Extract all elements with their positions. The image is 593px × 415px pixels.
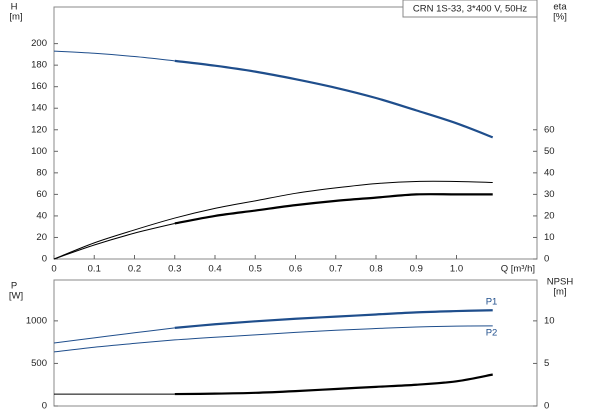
curve-label: P2: [486, 327, 498, 338]
y2-tick-label: 40: [544, 167, 555, 178]
x-tick-label: 0: [51, 264, 56, 275]
y2-tick-label: 0: [544, 254, 549, 265]
x-tick-label: 0.1: [88, 264, 101, 275]
y2-tick-label: 60: [544, 124, 555, 135]
y2-axis-label: eta: [553, 2, 567, 13]
y-tick-label: 500: [31, 358, 47, 369]
y-tick-label: 40: [36, 210, 47, 221]
y2-axis-unit: [m]: [553, 287, 566, 298]
curve: [174, 59, 494, 139]
y-tick-label: 160: [31, 81, 47, 92]
y2-tick-label: 10: [544, 315, 555, 326]
x-tick-label: 0.7: [329, 264, 342, 275]
y-axis-label: H: [11, 2, 18, 13]
curve: [53, 325, 493, 353]
x-tick-label: 0.2: [128, 264, 141, 275]
y-tick-label: 100: [31, 146, 47, 157]
x-tick-label: 0.6: [289, 264, 302, 275]
y-tick-label: 0: [42, 254, 47, 265]
title-box: [402, 0, 538, 18]
y2-tick-label: 0: [544, 401, 549, 412]
y2-tick-label: 30: [544, 189, 555, 200]
y-tick-label: 0: [42, 401, 47, 412]
y2-axis-unit: [%]: [553, 12, 567, 23]
x-axis-label: Q [m³/h]: [501, 264, 535, 275]
y-tick-label: 120: [31, 124, 47, 135]
x-tick-label: 0.9: [410, 264, 423, 275]
y2-tick-label: 50: [544, 146, 555, 157]
y-tick-label: 200: [31, 38, 47, 49]
y-tick-label: 80: [36, 167, 47, 178]
plot-frame: [53, 279, 538, 407]
x-tick-label: 0.3: [168, 264, 181, 275]
curve: [53, 327, 175, 344]
chart-title: CRN 1S-33, 3*400 V, 50Hz: [413, 4, 527, 15]
y-tick-label: 180: [31, 60, 47, 71]
y2-axis-label: NPSH: [547, 277, 574, 288]
y2-tick-label: 10: [544, 232, 555, 243]
curve: [174, 193, 493, 225]
x-tick-label: 1.0: [450, 264, 463, 275]
curve: [53, 180, 493, 260]
curve: [53, 50, 175, 62]
y-tick-label: 20: [36, 232, 47, 243]
y2-tick-label: 5: [544, 358, 549, 369]
y2-tick-label: 20: [544, 210, 555, 221]
plot-frame: [53, 6, 538, 260]
curve: [174, 309, 493, 329]
y-axis-unit: [m]: [9, 12, 22, 23]
curve: [174, 373, 493, 396]
x-tick-label: 0.5: [249, 264, 262, 275]
y-axis-unit: [W]: [9, 291, 23, 302]
curve: [53, 222, 175, 260]
x-tick-label: 0.4: [208, 264, 221, 275]
x-tick-label: 0.8: [369, 264, 382, 275]
curve-label: P1: [486, 297, 498, 308]
y-tick-label: 1000: [26, 315, 47, 326]
y-tick-label: 140: [31, 103, 47, 114]
y-tick-label: 60: [36, 189, 47, 200]
y-axis-label: P: [11, 281, 17, 292]
